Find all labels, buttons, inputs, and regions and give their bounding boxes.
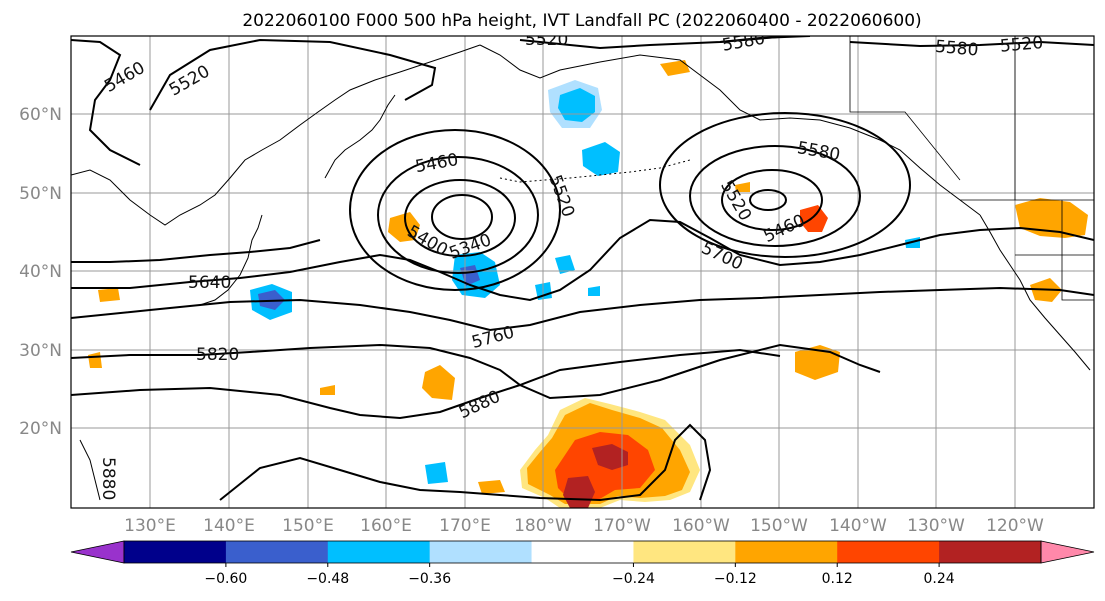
lon-tick-label: 180°W xyxy=(514,516,572,536)
lon-tick-label: 120°W xyxy=(986,516,1044,536)
coastline-north-america xyxy=(979,214,1091,371)
colorbar-tick-label: −0.24 xyxy=(612,571,655,587)
contour-label: 5820 xyxy=(196,345,239,365)
latitude-tick-labels: 20°N 30°N 40°N 50°N 60°N xyxy=(19,105,62,439)
border-alaska-canada xyxy=(849,36,961,181)
coastline-philippines xyxy=(79,439,101,501)
colorbar-tick-label: −0.12 xyxy=(714,571,757,587)
contour-5340-west-low xyxy=(431,194,493,240)
lon-tick-label: 150°W xyxy=(750,516,808,536)
height-contours xyxy=(71,36,1094,502)
lat-tick-label: 50°N xyxy=(19,184,62,204)
ivt-negative-small-1 xyxy=(555,255,575,274)
ivt-positive-northwest-us xyxy=(1015,198,1088,238)
lon-tick-label: 130°E xyxy=(124,516,176,536)
colorbar-segment xyxy=(531,541,634,563)
contour-5580-east-low xyxy=(659,112,911,258)
contour-label: 5520 xyxy=(999,33,1044,57)
lon-tick-label: 140°E xyxy=(203,516,255,536)
coastline-japan xyxy=(199,214,263,306)
colorbar-segment xyxy=(429,541,533,563)
contour-5820 xyxy=(71,343,881,400)
ivt-negative-small-5 xyxy=(588,286,600,296)
ivt-positive-small-2 xyxy=(660,60,690,76)
colorbar-tick-label: −0.60 xyxy=(204,571,247,587)
contour-5640 xyxy=(71,239,321,263)
ivt-darkred-central-pacific xyxy=(563,444,628,508)
ivt-positive-aleutian-low xyxy=(800,205,828,232)
lon-tick-label: 170°E xyxy=(439,516,491,536)
coastline-aleutians xyxy=(499,159,691,183)
lon-tick-label: 150°E xyxy=(282,516,334,536)
colorbar-segment xyxy=(837,541,940,563)
contour-5580-north-pacific xyxy=(719,36,811,43)
ivt-positive-small-3 xyxy=(735,182,750,192)
contour-5520-east-low xyxy=(689,145,861,247)
ivt-positive-small-6 xyxy=(478,480,505,494)
contour-5400-west-low xyxy=(404,179,516,257)
coastline-east-asia xyxy=(71,44,481,226)
colorbar-extend-min xyxy=(70,540,125,564)
colorbar-segment xyxy=(327,541,431,563)
contour-label: 5520 xyxy=(525,30,568,50)
lat-tick-label: 20°N xyxy=(19,419,62,439)
colorbar-tick-label: 0.24 xyxy=(924,571,955,587)
lon-tick-label: 140°W xyxy=(829,516,887,536)
colorbar-segment xyxy=(225,541,329,563)
lat-tick-label: 60°N xyxy=(19,105,62,125)
lat-tick-label: 30°N xyxy=(19,341,62,361)
lon-tick-label: 130°W xyxy=(907,516,965,536)
colorbar: −0.60 −0.48 −0.36 −0.24 −0.12 0.12 0.24 xyxy=(70,540,1095,587)
ivt-negative-aleutian xyxy=(582,142,620,176)
contour-5580-northeast xyxy=(849,40,1094,48)
ivt-positive-small-5 xyxy=(98,288,120,302)
contour-5700 xyxy=(71,218,1094,302)
lon-tick-label: 170°W xyxy=(593,516,651,536)
ivt-positive-subtropical-east xyxy=(795,345,840,380)
longitude-tick-labels: 130°E 140°E 150°E 160°E 170°E 180°W 170°… xyxy=(124,516,1044,536)
contour-5460-west-low xyxy=(377,156,539,274)
colorbar-segment xyxy=(939,541,1042,563)
colorbar-extend-max xyxy=(1040,540,1095,564)
lat-tick-label: 40°N xyxy=(19,262,62,282)
colorbar-segment xyxy=(735,541,838,563)
ivt-negative-small-3 xyxy=(425,462,448,484)
contour-label: 5640 xyxy=(188,273,231,293)
colorbar-segment xyxy=(633,541,736,563)
colorbar-tick-label: −0.48 xyxy=(306,571,349,587)
lon-tick-label: 160°E xyxy=(360,516,412,536)
colorbar-tick-label: 0.12 xyxy=(822,571,853,587)
colorbar-outline xyxy=(123,540,1042,564)
colorbar-segment xyxy=(124,541,227,563)
contour-5460-north-west xyxy=(71,39,141,166)
contour-label: 5880 xyxy=(98,457,118,500)
contour-5520-west-low xyxy=(349,129,561,291)
contour-5880 xyxy=(71,348,781,420)
ivt-positive-kurils xyxy=(388,212,420,242)
ivt-positive-subtropical-west xyxy=(422,365,455,400)
contour-label: 5580 xyxy=(934,37,979,61)
coastline-alaska xyxy=(479,44,981,216)
map-frame xyxy=(70,35,1095,509)
coastlines xyxy=(71,44,1091,501)
chart-title: 2022060100 F000 500 hPa height, IVT Land… xyxy=(242,11,921,31)
contour-5880-south xyxy=(219,423,712,502)
contour-5520-north xyxy=(149,38,437,111)
contour-5760 xyxy=(71,286,1094,332)
coastline-kamchatka xyxy=(324,94,396,179)
contour-5460-east-low-inner xyxy=(749,189,787,211)
colorbar-tick-label: −0.36 xyxy=(408,571,451,587)
ivt-positive-small-1 xyxy=(320,385,335,395)
contour-5460-east-low xyxy=(721,169,823,231)
lon-tick-label: 160°W xyxy=(672,516,730,536)
